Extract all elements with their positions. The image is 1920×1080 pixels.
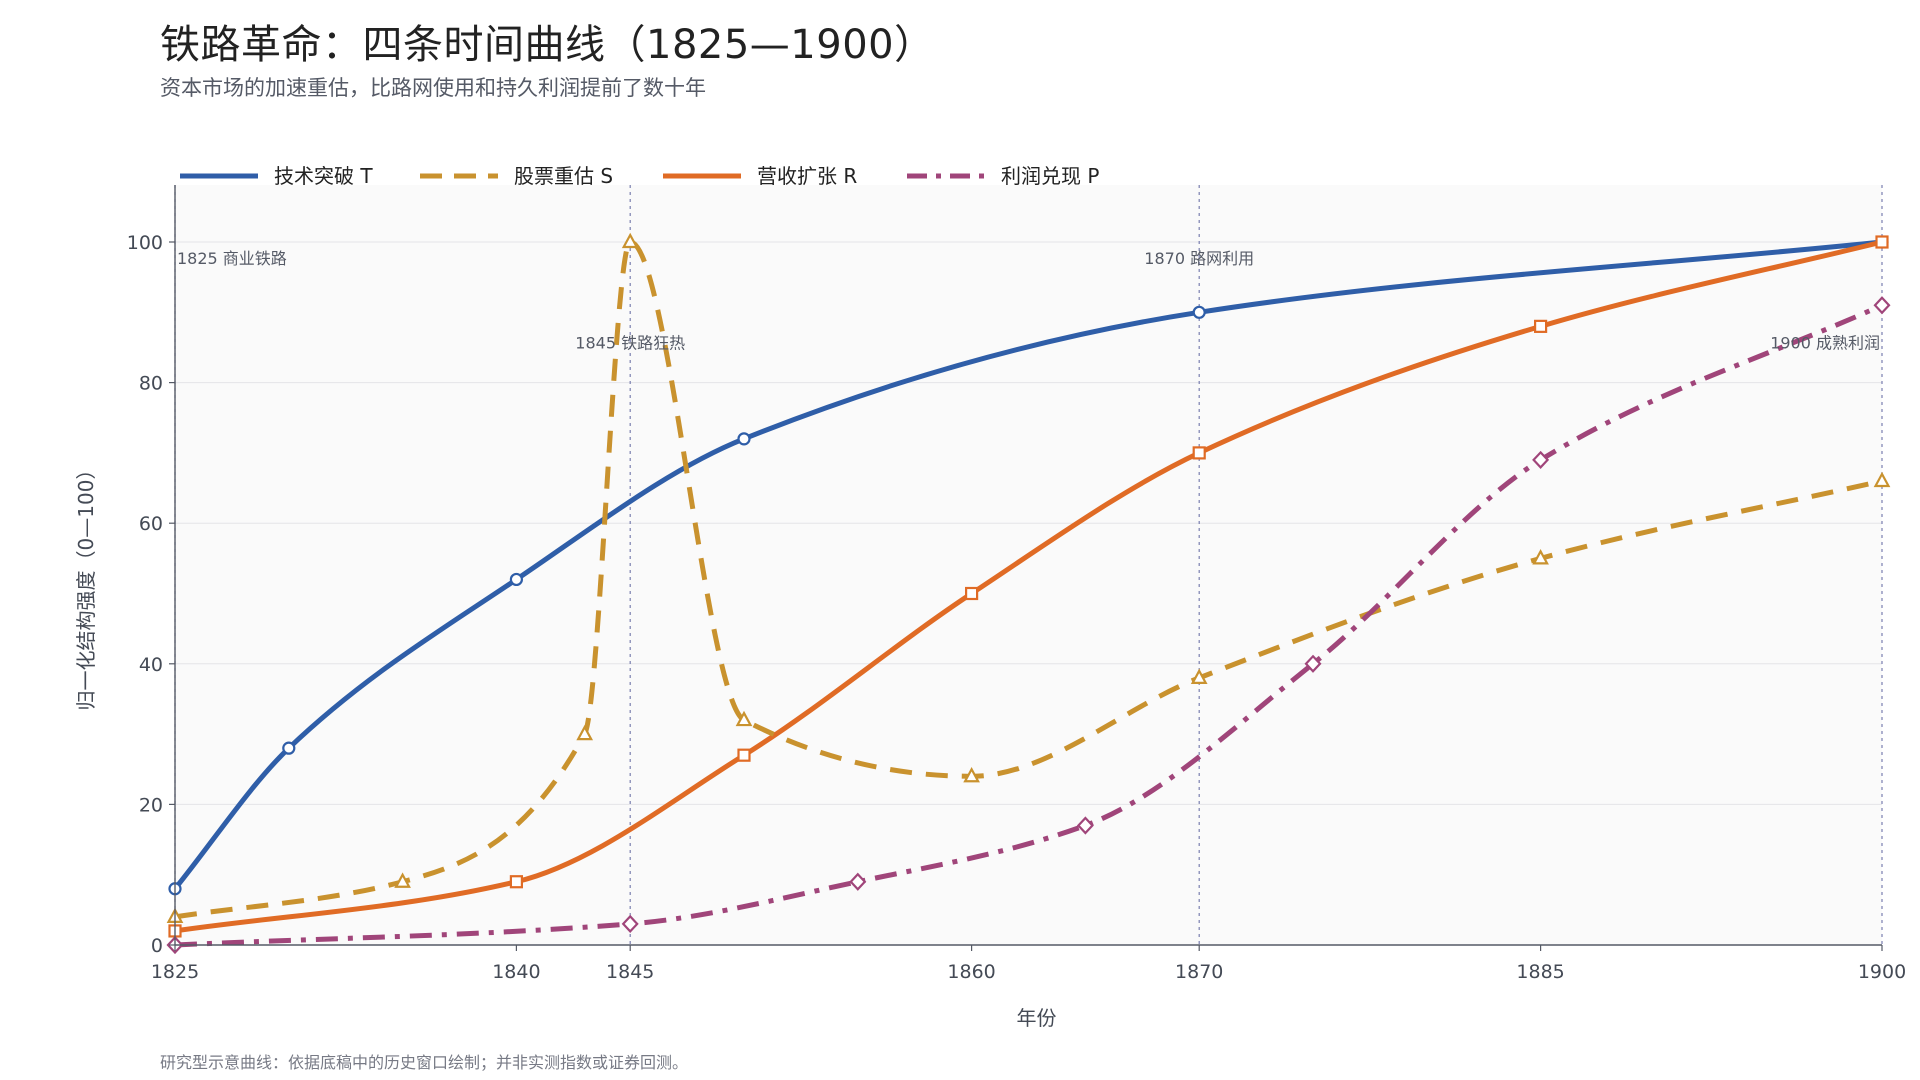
x-tick-label: 1900 (1858, 961, 1906, 983)
x-axis-title: 年份 (1017, 1006, 1057, 1030)
data-point-square (737, 748, 751, 762)
data-point-triangle (1873, 471, 1891, 488)
x-tick-label: 1840 (492, 961, 540, 983)
data-point-square (1192, 446, 1206, 460)
data-point-diamond (1873, 296, 1891, 315)
legend-item-3: 营收扩张 R (663, 164, 857, 188)
y-tick-label: 40 (139, 654, 163, 676)
annotation-label: 1845 铁路狂热 (575, 333, 685, 352)
legend-label: 营收扩张 R (757, 164, 857, 188)
data-point-triangle (394, 872, 411, 888)
legend-label: 技术突破 T (274, 164, 373, 188)
data-point-triangle (576, 724, 594, 741)
data-point-circle (737, 432, 751, 446)
data-point-square (964, 586, 979, 601)
data-point-triangle (735, 710, 753, 727)
data-point-diamond (1532, 450, 1550, 470)
data-point-diamond (621, 914, 639, 934)
data-point-triangle (1190, 668, 1208, 684)
annotation-label: 1825 商业铁路 (177, 249, 287, 268)
data-point-diamond (1304, 654, 1322, 673)
data-point-square (1533, 319, 1548, 333)
series-line-4 (174, 302, 1884, 948)
y-axis-title: 归一化结构强度（0—100） (74, 460, 98, 711)
legend-item-4: 利润兑现 P (907, 164, 1099, 188)
y-tick-label: 0 (151, 935, 163, 957)
x-tick-label: 1825 (151, 961, 199, 983)
data-point-square (509, 875, 523, 889)
chart-footnote: 研究型示意曲线：依据底稿中的历史窗口绘制；并非实测指数或证券回测。 (160, 1053, 689, 1072)
y-tick-label: 60 (139, 513, 163, 535)
data-point-triangle (1532, 549, 1549, 565)
y-tick-label: 20 (139, 794, 163, 816)
annotation-label: 1900 成熟利润 (1770, 333, 1880, 352)
data-point-square (1875, 235, 1889, 249)
series-line-2 (174, 239, 1883, 920)
data-point-triangle (963, 766, 980, 783)
x-tick-label: 1860 (947, 961, 995, 983)
data-point-diamond (849, 872, 867, 891)
y-tick-label: 80 (139, 373, 163, 395)
chart-title: 铁路革命：四条时间曲线（1825—1900） (160, 22, 935, 68)
data-point-circle (509, 572, 524, 587)
data-point-triangle (621, 232, 639, 249)
legend-item-1: 技术突破 T (180, 164, 373, 188)
data-point-circle (282, 741, 296, 755)
x-tick-label: 1885 (1516, 961, 1564, 983)
x-tick-label: 1870 (1175, 961, 1223, 983)
legend-label: 利润兑现 P (1001, 164, 1099, 188)
y-tick-label: 100 (127, 232, 163, 254)
plot-area (175, 185, 1882, 945)
x-tick-label: 1845 (606, 961, 654, 983)
data-point-circle (1192, 305, 1206, 319)
data-point-diamond (1076, 816, 1094, 835)
chart-subtitle: 资本市场的加速重估，比路网使用和持久利润提前了数十年 (160, 76, 706, 100)
annotation-label: 1870 路网利用 (1144, 249, 1254, 268)
legend-item-2: 股票重估 S (420, 164, 613, 188)
legend-label: 股票重估 S (514, 164, 613, 188)
